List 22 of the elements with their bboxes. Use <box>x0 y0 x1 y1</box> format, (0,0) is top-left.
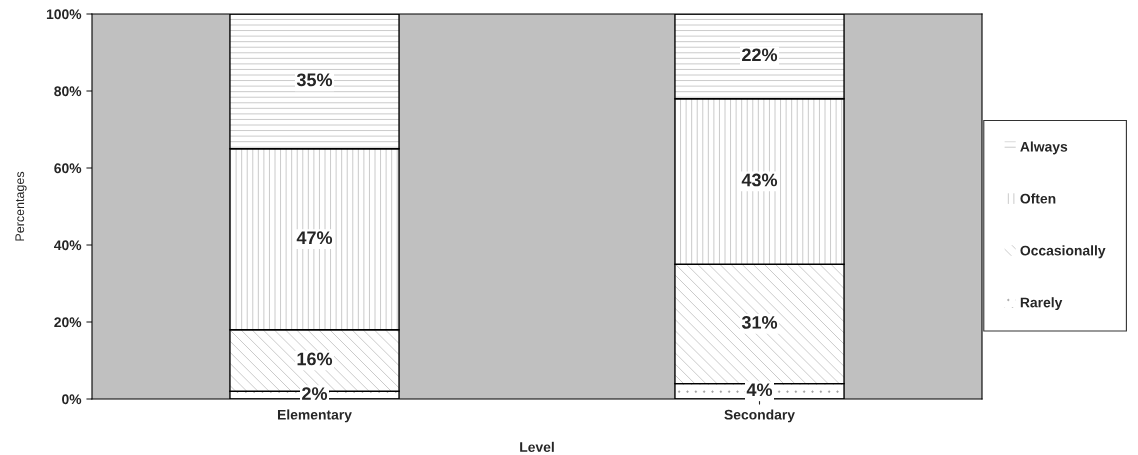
y-tick-label: 60% <box>54 163 82 174</box>
text: 16% <box>297 352 333 366</box>
legend-label: Always <box>1020 141 1068 155</box>
text: 2% <box>302 387 328 400</box>
y-tick-label: 80% <box>54 86 82 97</box>
text: 43% <box>741 173 778 187</box>
y-tick-label: 40% <box>54 240 82 251</box>
y-tick-label: 20% <box>54 317 82 328</box>
x-tick-label: Secondary <box>724 409 795 423</box>
x-tick-label: Elementary <box>277 409 352 423</box>
text: 22% <box>742 48 778 62</box>
legend-label: Often <box>1020 193 1056 204</box>
text: 47% <box>296 231 333 245</box>
text: 31% <box>741 315 778 329</box>
x-axis-title: Level <box>520 441 554 453</box>
y-tick-label: 0% <box>62 394 82 405</box>
legend-label: Occasionally <box>1020 245 1106 259</box>
legend-label: Rarely <box>1020 297 1063 311</box>
text: 4% <box>746 383 773 397</box>
y-axis-title: Percentages <box>15 171 27 241</box>
text: 35% <box>296 73 333 87</box>
y-tick-label: 100% <box>46 9 82 20</box>
